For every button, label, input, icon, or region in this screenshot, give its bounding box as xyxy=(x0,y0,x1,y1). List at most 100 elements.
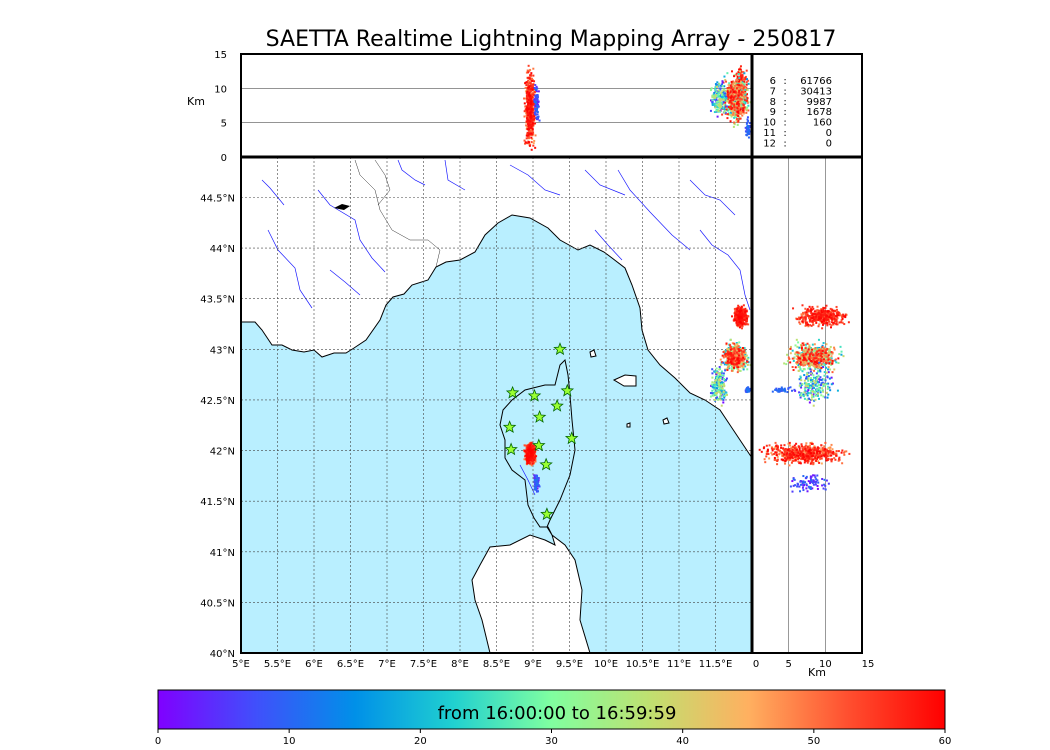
lightning-source-point xyxy=(722,100,725,103)
lightning-source-point xyxy=(814,476,817,479)
lightning-source-point xyxy=(530,120,533,123)
lightning-source-point xyxy=(733,342,736,345)
lightning-source-point xyxy=(733,319,736,322)
lightning-source-point xyxy=(804,459,807,462)
lightning-source-point xyxy=(832,450,835,453)
lightning-source-point xyxy=(735,367,738,370)
lightning-source-point xyxy=(735,113,738,116)
lightning-source-point xyxy=(535,108,538,111)
lightning-source-point xyxy=(728,344,731,347)
lightning-source-point xyxy=(798,452,801,455)
lightning-source-point xyxy=(722,361,725,364)
lightning-source-point xyxy=(738,355,741,358)
lightning-source-point xyxy=(716,396,719,399)
lightning-source-point xyxy=(788,458,791,461)
lightning-source-point xyxy=(816,484,819,487)
lightning-source-point xyxy=(715,85,718,88)
lightning-source-point xyxy=(788,447,791,450)
lightning-source-point xyxy=(742,94,745,97)
lightning-source-point xyxy=(532,118,535,121)
top-panel-grid xyxy=(241,88,752,123)
lightning-source-point xyxy=(804,481,807,484)
lightning-source-point xyxy=(530,441,533,444)
altitude-tick-label: 5 xyxy=(221,119,227,130)
lightning-sources-top xyxy=(523,64,752,151)
lightning-source-point xyxy=(741,76,744,79)
lightning-source-point xyxy=(710,383,713,386)
lightning-source-point xyxy=(807,448,810,451)
lightning-source-point xyxy=(530,103,533,106)
lightning-source-point xyxy=(738,352,741,355)
lightning-source-point xyxy=(535,478,538,481)
lightning-source-point xyxy=(535,110,538,113)
lightning-source-point xyxy=(711,94,714,97)
lightning-source-point xyxy=(816,316,819,319)
lightning-source-point xyxy=(819,456,822,459)
lightning-source-point xyxy=(530,85,533,88)
lightning-source-point xyxy=(791,448,794,451)
lightning-source-point xyxy=(717,84,720,87)
lightning-source-point xyxy=(824,441,827,444)
lightning-source-point xyxy=(813,449,816,452)
lightning-source-point xyxy=(816,487,819,490)
longitude-tick-label: 6.5°E xyxy=(337,659,364,670)
lightning-source-point xyxy=(735,98,738,101)
river xyxy=(594,229,623,261)
lightning-source-point xyxy=(736,119,739,122)
lightning-source-point xyxy=(720,363,723,366)
lightning-source-point xyxy=(714,94,717,97)
lightning-source-point xyxy=(745,122,748,125)
longitude-tick-label: 5°E xyxy=(232,659,250,670)
lightning-source-point xyxy=(529,125,532,128)
lightning-source-point xyxy=(783,444,786,447)
lightning-source-point xyxy=(745,81,748,84)
lightning-source-point xyxy=(727,365,730,368)
lightning-source-point xyxy=(810,458,813,461)
lightning-source-point xyxy=(792,307,795,310)
lightning-source-point xyxy=(734,363,737,366)
lightning-source-point xyxy=(804,307,807,310)
lightning-source-point xyxy=(722,372,725,375)
lightning-source-point xyxy=(802,311,805,314)
station-star-icon xyxy=(560,383,575,397)
lightning-source-point xyxy=(809,447,812,450)
lightning-source-point xyxy=(534,113,537,116)
lightning-source-point xyxy=(739,349,742,352)
lightning-source-point xyxy=(725,105,728,108)
lightning-source-point xyxy=(815,454,818,457)
lightning-source-point xyxy=(736,80,739,83)
lightning-source-point xyxy=(739,117,742,120)
lightning-source-point xyxy=(532,144,535,147)
lightning-source-point xyxy=(730,94,733,97)
lightning-source-point xyxy=(804,444,807,447)
lightning-source-point xyxy=(806,447,809,450)
lightning-source-point xyxy=(716,95,719,98)
lightning-source-point xyxy=(533,478,536,481)
lightning-source-point xyxy=(804,312,807,315)
lightning-source-point xyxy=(843,450,846,453)
lightning-source-point xyxy=(533,113,536,116)
lightning-source-point xyxy=(732,125,735,128)
lightning-source-point xyxy=(526,456,529,459)
lightning-source-point xyxy=(736,343,739,346)
lightning-source-point xyxy=(713,393,716,396)
lightning-source-point xyxy=(725,90,728,93)
lightning-source-point xyxy=(538,119,541,122)
lightning-source-point xyxy=(711,98,714,101)
lightning-source-point xyxy=(798,449,801,452)
lightning-source-point xyxy=(773,458,776,461)
lightning-source-point xyxy=(810,461,813,464)
lightning-source-point xyxy=(820,315,823,318)
lightning-source-point xyxy=(729,88,732,91)
lightning-source-point xyxy=(712,93,715,96)
lightning-source-point xyxy=(826,455,829,458)
legend-level: 7 xyxy=(770,86,776,97)
lightning-source-point xyxy=(739,101,742,104)
lightning-source-point xyxy=(735,79,738,82)
lightning-source-point xyxy=(802,316,805,319)
lightning-source-point xyxy=(535,85,538,88)
lightning-source-point xyxy=(718,372,721,375)
lightning-source-point xyxy=(534,96,537,99)
lightning-source-point xyxy=(536,105,539,108)
lightning-source-point xyxy=(744,355,747,358)
